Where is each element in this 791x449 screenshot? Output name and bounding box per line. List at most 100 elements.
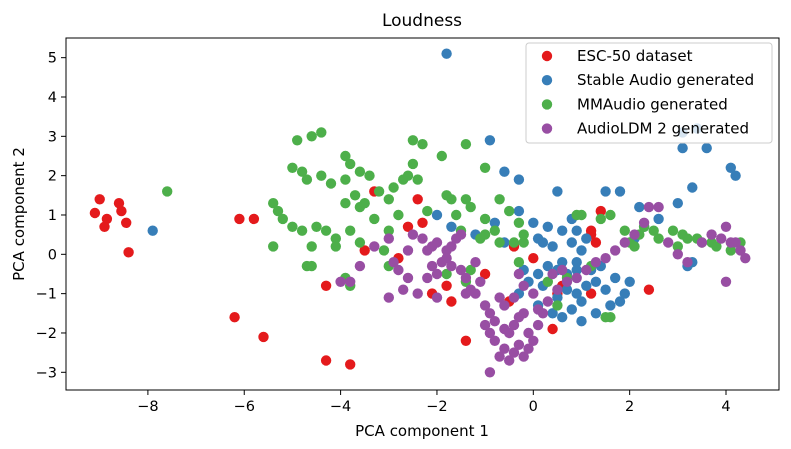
series-2-point-21 (407, 158, 419, 170)
series-2-point-5 (296, 166, 308, 177)
series-1-point-28 (537, 237, 549, 248)
series-2-point-31 (465, 201, 476, 213)
series-2-point-19 (388, 182, 399, 193)
series-1-point-35 (576, 245, 587, 256)
y-tick-label-1: −2 (36, 326, 57, 342)
series-0-point-7 (123, 247, 134, 258)
series-3-point-44 (504, 355, 515, 366)
series-2-point-73 (513, 257, 525, 268)
series-3-point-27 (489, 316, 500, 327)
series-2-point-11 (340, 174, 351, 185)
series-1-point-34 (581, 233, 592, 244)
series-0-point-24 (479, 268, 491, 280)
y-tick-label-4: 1 (48, 208, 57, 224)
series-0-point-1 (89, 207, 101, 219)
series-3-point-7 (383, 292, 394, 303)
series-2-point-18 (383, 194, 394, 205)
series-1-point-3 (499, 166, 510, 177)
y-tick-label-7: 4 (48, 90, 57, 106)
legend-label-0: ESC-50 dataset (577, 47, 693, 65)
series-0-point-14 (345, 359, 356, 370)
legend: ESC-50 dataset Stable Audio generated MMAu… (525, 42, 773, 144)
series-2-point-71 (393, 209, 404, 221)
series-3-point-78 (518, 280, 529, 291)
series-2-point-74 (552, 300, 563, 311)
series-2-point-95 (725, 245, 736, 256)
series-2-point-59 (378, 245, 390, 256)
series-3-point-64 (696, 237, 708, 248)
series-3-point-38 (499, 343, 510, 354)
series-1-point-5 (552, 186, 563, 197)
series-1-point-4 (513, 174, 525, 185)
y-tick-label-5: 2 (48, 169, 57, 185)
x-tick-label-1: −6 (234, 399, 255, 415)
series-3-point-66 (716, 233, 727, 244)
series-2-point-80 (619, 225, 630, 236)
series-1-point-59 (552, 292, 563, 303)
series-2-point-37 (513, 217, 525, 228)
series-1-point-54 (600, 284, 611, 295)
series-3-point-9 (407, 229, 419, 240)
series-3-point-91 (557, 264, 568, 276)
series-1-point-15 (730, 170, 741, 181)
series-3-point-32 (518, 308, 529, 319)
series-1-point-50 (614, 296, 626, 307)
legend-label-2: MMAudio generated (577, 95, 728, 113)
series-1-point-17 (614, 186, 626, 197)
points-layer (89, 48, 751, 378)
series-1-point-55 (590, 276, 602, 287)
series-2-point-17 (373, 186, 385, 197)
series-1-point-36 (571, 257, 582, 268)
series-1-point-45 (547, 308, 558, 319)
y-tick-label-3: 0 (48, 247, 57, 263)
series-2-point-29 (446, 194, 457, 205)
series-2-point-23 (412, 174, 423, 185)
series-2-point-38 (518, 229, 529, 240)
x-tick-label-5: 2 (625, 399, 634, 415)
series-0-point-35 (595, 205, 606, 217)
series-3-point-24 (475, 276, 486, 287)
series-3-point-73 (460, 288, 472, 299)
legend-box (525, 42, 773, 144)
series-3-point-57 (629, 229, 640, 240)
series-2-point-46 (311, 221, 322, 232)
series-2-point-49 (330, 241, 341, 252)
series-1-point-33 (571, 225, 582, 236)
series-0-point-9 (248, 213, 260, 225)
series-1-point-67 (557, 257, 568, 268)
series-3-point-59 (643, 201, 655, 213)
series-2-point-68 (460, 139, 472, 150)
series-0-point-0 (94, 194, 105, 205)
series-2-point-30 (460, 194, 472, 205)
series-3-point-65 (706, 229, 717, 240)
legend-marker-3 (541, 123, 553, 134)
series-0-point-5 (116, 205, 127, 217)
series-2-point-64 (465, 264, 476, 276)
legend-label-1: Stable Audio generated (577, 71, 754, 89)
series-3-point-62 (672, 249, 683, 260)
series-1-point-60 (557, 312, 568, 323)
series-3-point-82 (499, 300, 510, 311)
chart-title: Loudness (382, 11, 462, 31)
series-1-point-7 (634, 201, 645, 213)
y-tick-label-6: 3 (48, 129, 57, 145)
series-3-point-87 (431, 292, 443, 303)
series-3-point-79 (528, 288, 539, 299)
series-2-point-60 (383, 225, 394, 236)
series-2-point-13 (364, 170, 375, 181)
axis-ticks: −8 −6 −4 −2 0 2 4 −3 −2 −1 0 1 2 3 4 5 (36, 51, 731, 415)
series-0-point-17 (402, 221, 414, 232)
series-2-point-27 (422, 205, 433, 217)
series-2-point-36 (504, 205, 515, 217)
series-3-point-61 (663, 237, 674, 248)
series-1-point-8 (653, 213, 664, 225)
series-2-point-44 (287, 221, 298, 232)
series-2-point-75 (542, 276, 553, 287)
series-2-point-22 (402, 170, 414, 181)
series-1-point-52 (624, 276, 635, 287)
series-2-point-70 (359, 198, 370, 209)
series-2-point-100 (605, 209, 616, 221)
series-0-point-20 (441, 280, 452, 291)
series-3-point-46 (532, 319, 544, 331)
series-3-point-13 (431, 237, 443, 248)
